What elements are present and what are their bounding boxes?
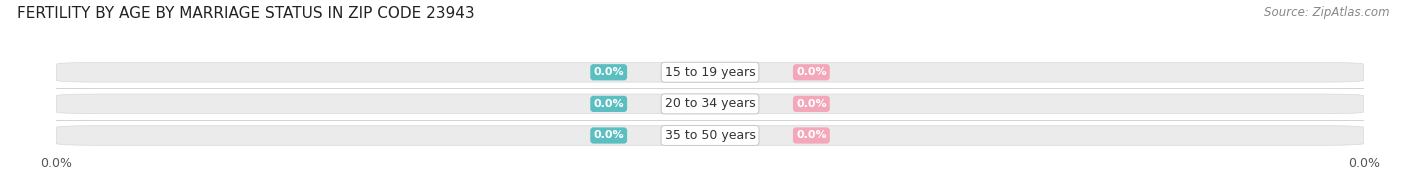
Text: 0.0%: 0.0% bbox=[796, 131, 827, 141]
FancyBboxPatch shape bbox=[56, 94, 1364, 114]
FancyBboxPatch shape bbox=[56, 63, 1364, 82]
Text: 35 to 50 years: 35 to 50 years bbox=[665, 129, 755, 142]
Text: 0.0%: 0.0% bbox=[593, 99, 624, 109]
Text: FERTILITY BY AGE BY MARRIAGE STATUS IN ZIP CODE 23943: FERTILITY BY AGE BY MARRIAGE STATUS IN Z… bbox=[17, 6, 474, 21]
Text: 15 to 19 years: 15 to 19 years bbox=[665, 66, 755, 79]
Text: 0.0%: 0.0% bbox=[593, 67, 624, 77]
Text: 20 to 34 years: 20 to 34 years bbox=[665, 97, 755, 110]
Text: 0.0%: 0.0% bbox=[796, 67, 827, 77]
Text: 0.0%: 0.0% bbox=[593, 131, 624, 141]
FancyBboxPatch shape bbox=[56, 126, 1364, 145]
Text: 0.0%: 0.0% bbox=[796, 99, 827, 109]
Text: Source: ZipAtlas.com: Source: ZipAtlas.com bbox=[1264, 6, 1389, 19]
